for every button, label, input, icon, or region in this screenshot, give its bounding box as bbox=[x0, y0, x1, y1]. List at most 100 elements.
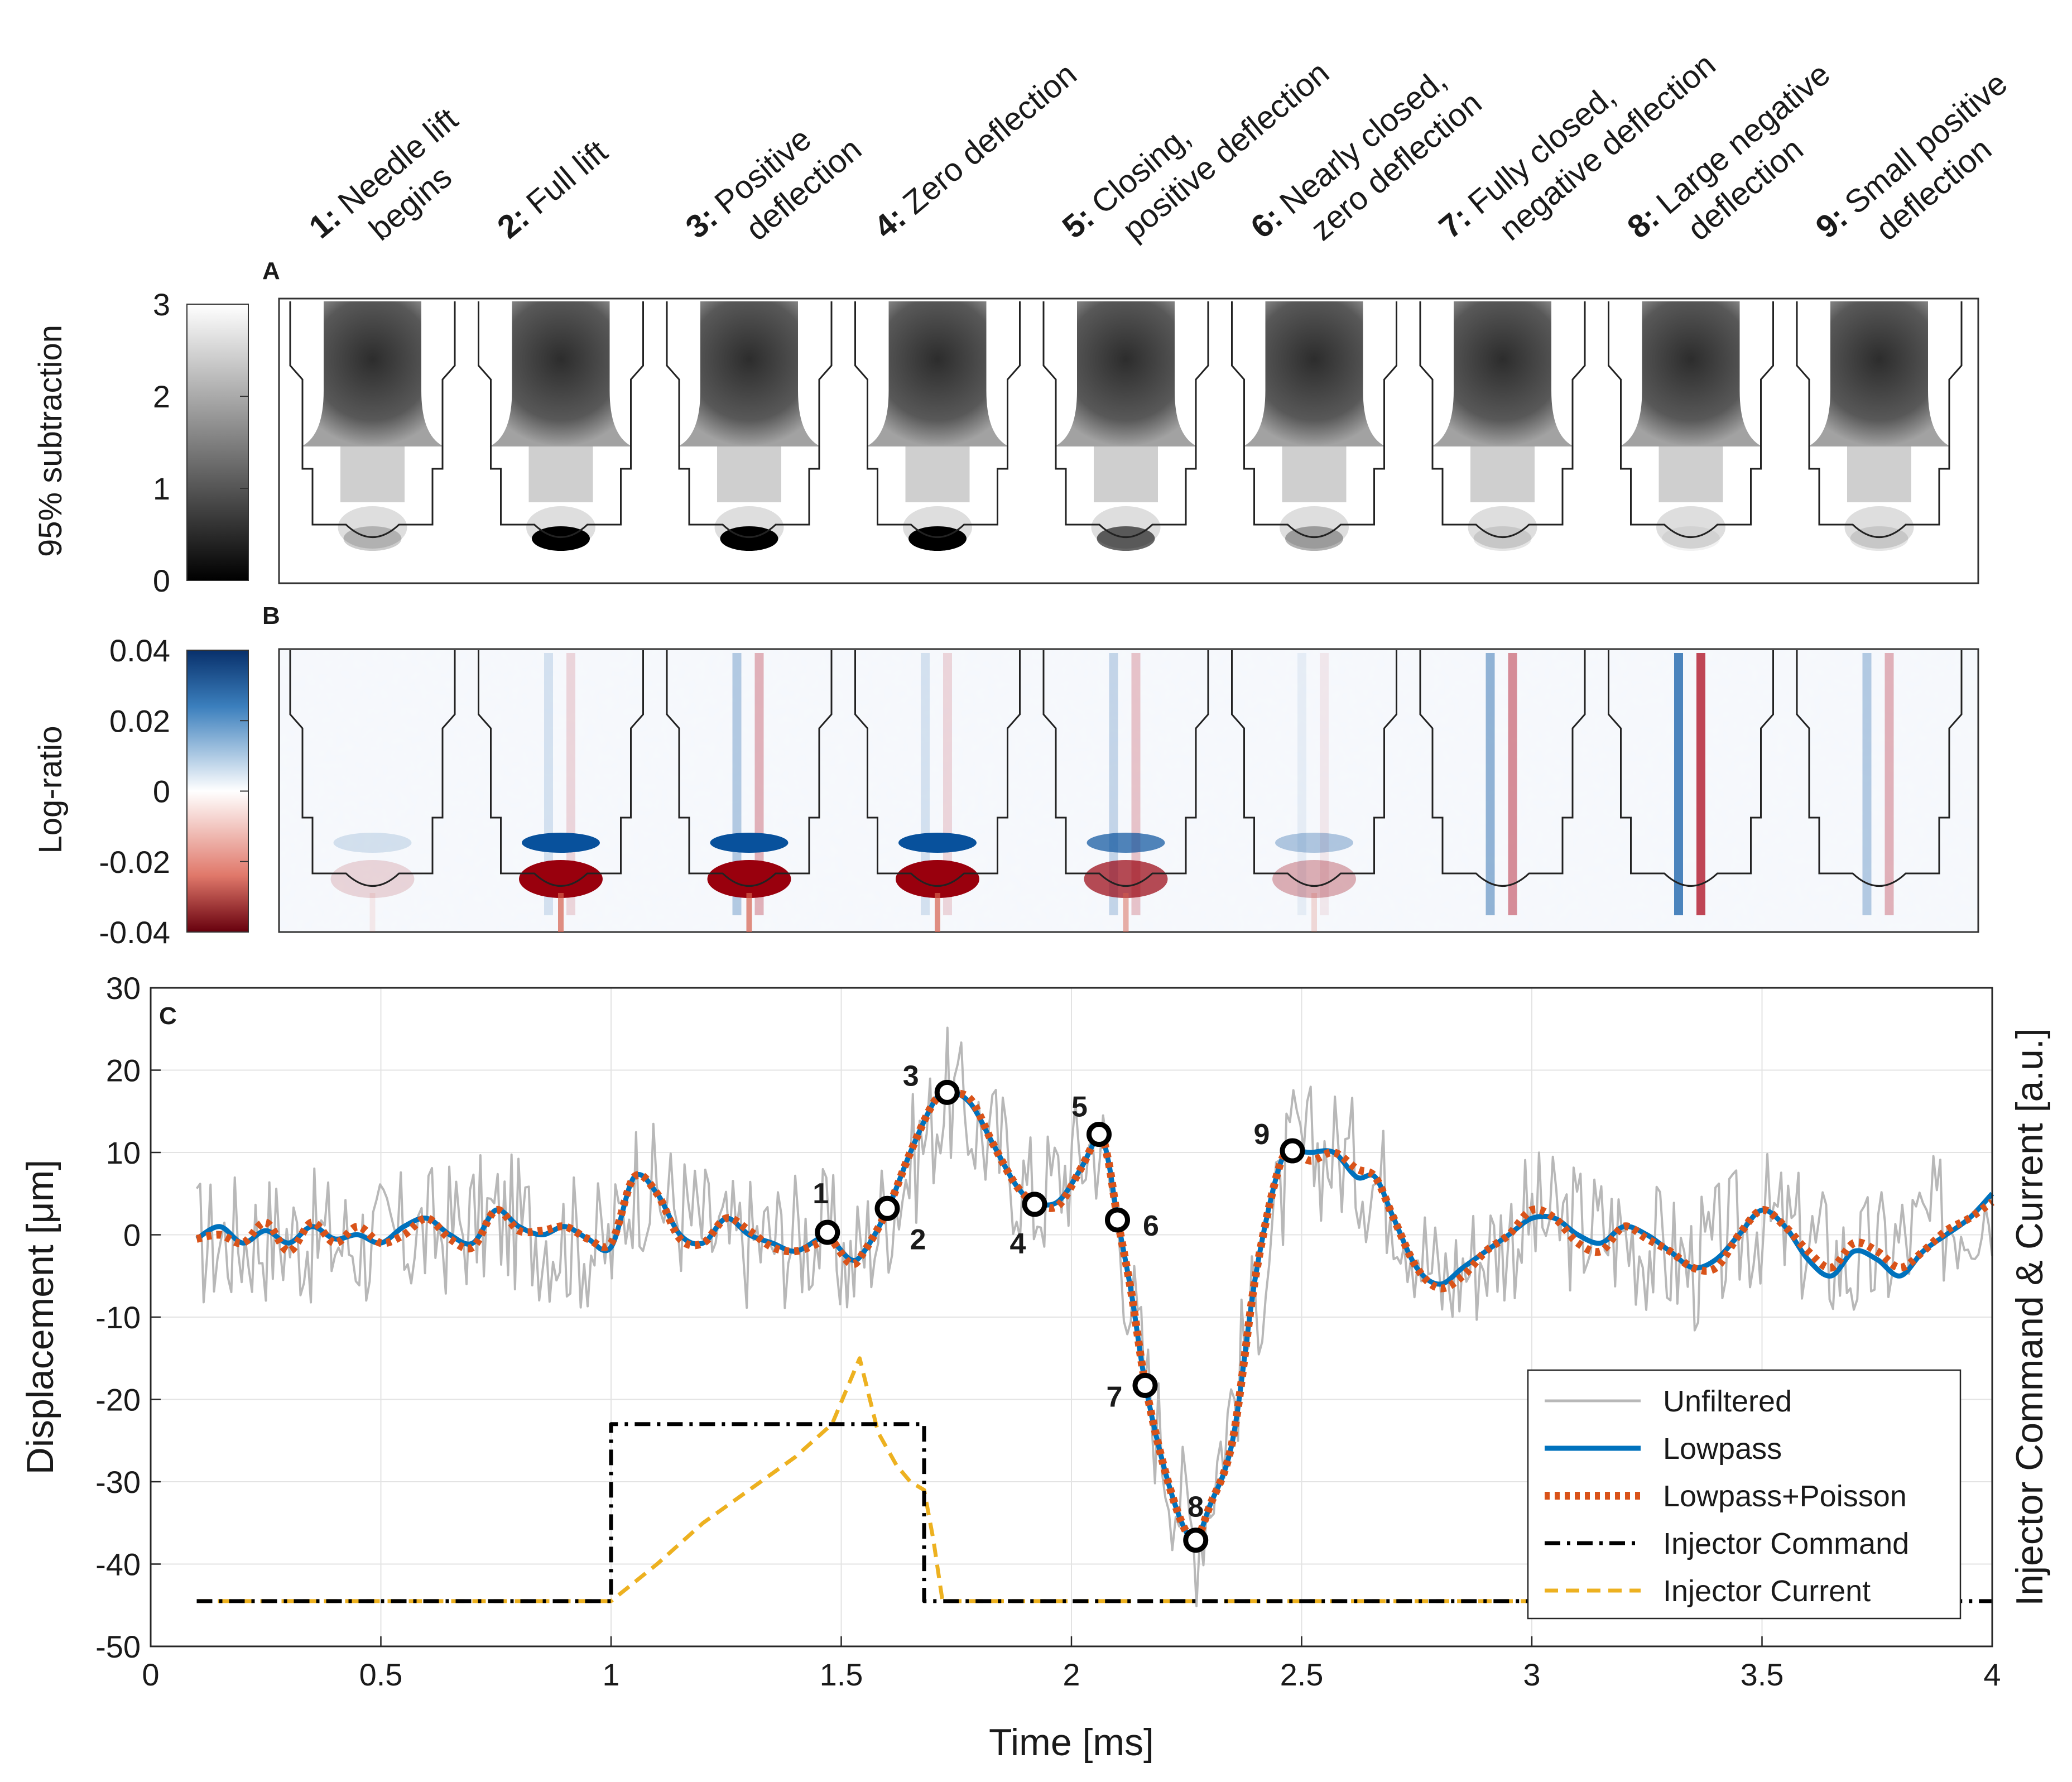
panel-a: A 95% subtraction 3 2 1 0 bbox=[32, 257, 1979, 598]
nozzle-outline bbox=[1231, 301, 1397, 538]
x-tick-label: 1 bbox=[602, 1657, 619, 1692]
needle-region bbox=[905, 446, 970, 502]
panel-b-colorbar bbox=[186, 650, 249, 933]
needle-region bbox=[340, 446, 405, 502]
red-band bbox=[330, 860, 415, 898]
sac-highlight bbox=[1844, 506, 1914, 549]
blue-streak bbox=[1674, 653, 1683, 915]
marker-label-4: 4 bbox=[1010, 1228, 1026, 1260]
needle-region bbox=[717, 446, 781, 502]
panel-a-frame-6 bbox=[1231, 301, 1397, 551]
y-tick-label: 30 bbox=[106, 971, 141, 1006]
needle-region bbox=[1470, 446, 1535, 502]
panel-b-frame-4 bbox=[854, 650, 1021, 932]
sac-highlight bbox=[1656, 506, 1725, 549]
nozzle-outline bbox=[854, 650, 1021, 887]
panel-b-frame-2 bbox=[478, 650, 644, 932]
red-band bbox=[519, 860, 603, 898]
red-streak bbox=[1508, 653, 1517, 915]
y-tick-label: 0 bbox=[123, 1218, 141, 1253]
spray-plume bbox=[489, 301, 632, 446]
marker-label-2: 2 bbox=[910, 1223, 926, 1256]
panel-b-frame-9 bbox=[1796, 650, 1963, 915]
sac-dark bbox=[1473, 526, 1532, 551]
nozzle-outline bbox=[666, 301, 833, 538]
nozzle-outline bbox=[1419, 301, 1586, 538]
panel-c-chart: 1 2 3 4 5 6 7 8 9 0 0.5 1 1.5 2 2.5 3 3.5 4 30 20 10 0 -10 -20… bbox=[19, 971, 2051, 1764]
sac-highlight bbox=[1468, 506, 1537, 549]
legend-label-4: Injector Command bbox=[1663, 1527, 1909, 1560]
sac-highlight bbox=[1280, 506, 1349, 549]
blue-band bbox=[522, 833, 600, 853]
panel-b-frame-3 bbox=[666, 650, 833, 932]
marker-point-1 bbox=[815, 1219, 840, 1245]
panel-a-colorbar-title: 95% subtraction bbox=[32, 325, 69, 557]
frame-header-text: Full lift bbox=[513, 133, 614, 227]
y-tick-label: -30 bbox=[95, 1464, 141, 1500]
red-band bbox=[1272, 860, 1356, 898]
blue-streak bbox=[1486, 653, 1495, 915]
nozzle-outline bbox=[1231, 650, 1397, 887]
legend-box bbox=[1527, 1369, 1962, 1620]
red-band bbox=[1084, 860, 1168, 898]
legend-label-5: Injector Current bbox=[1663, 1574, 1871, 1608]
needle-region bbox=[1094, 446, 1158, 502]
sac-dark bbox=[1662, 526, 1720, 551]
nozzle-outline bbox=[1042, 301, 1209, 538]
marker-label-8: 8 bbox=[1188, 1491, 1204, 1524]
y-tick-label: -10 bbox=[95, 1300, 141, 1335]
x-tick-label: 2.5 bbox=[1280, 1657, 1324, 1692]
needle-region bbox=[1658, 446, 1723, 502]
orifice-streak bbox=[746, 893, 752, 932]
blue-streak bbox=[1297, 653, 1306, 915]
panel-a-frame-5 bbox=[1042, 301, 1209, 551]
sac-dark bbox=[720, 526, 778, 551]
marker-label-9: 9 bbox=[1254, 1118, 1270, 1151]
marker-point-7 bbox=[1132, 1372, 1158, 1398]
orifice-streak bbox=[558, 893, 564, 932]
spray-plume bbox=[1243, 301, 1386, 446]
marker-point-3 bbox=[934, 1079, 960, 1105]
nozzle-outline bbox=[1796, 650, 1963, 887]
marker-label-5: 5 bbox=[1071, 1091, 1088, 1123]
panel-c-label: C bbox=[159, 1002, 177, 1030]
panel-b-frame-8 bbox=[1608, 650, 1774, 915]
marker-point-2 bbox=[874, 1195, 900, 1221]
x-tick-label: 4 bbox=[1983, 1657, 2001, 1692]
nozzle-outline bbox=[1796, 301, 1963, 538]
legend-label-1: Unfiltered bbox=[1663, 1385, 1792, 1418]
nozzle-outline bbox=[1608, 650, 1774, 887]
blue-band bbox=[333, 833, 412, 853]
red-streak bbox=[1696, 653, 1705, 915]
spray-plume bbox=[301, 301, 444, 446]
panel-a-frame-4 bbox=[854, 301, 1021, 551]
cbB-tick-label: 0 bbox=[153, 774, 170, 809]
x-tick-label: 0.5 bbox=[359, 1657, 403, 1692]
sac-dark bbox=[908, 526, 967, 551]
nozzle-outline bbox=[478, 301, 644, 538]
panel-a-colorbar-ticks: 3 2 1 0 bbox=[153, 287, 248, 598]
red-band bbox=[707, 860, 791, 898]
frame-header-line1: 2: Full lift bbox=[491, 133, 614, 246]
x-tick-label: 0 bbox=[142, 1657, 159, 1692]
cbB-tick-label: 0.04 bbox=[109, 633, 170, 668]
orifice-streak bbox=[1123, 893, 1129, 932]
spray-plume bbox=[1055, 301, 1197, 446]
sac-dark bbox=[532, 526, 590, 551]
x-axis-label: Time [ms] bbox=[989, 1721, 1154, 1764]
blue-streak bbox=[1862, 653, 1872, 915]
frame-header-line1: 4: Zero deflection bbox=[867, 56, 1084, 246]
y-tick-label: 20 bbox=[106, 1053, 141, 1088]
blue-band bbox=[1087, 833, 1165, 853]
frame-header-2: 2: Full lift bbox=[491, 133, 614, 246]
orifice-streak bbox=[935, 893, 940, 932]
marker-label-3: 3 bbox=[903, 1060, 919, 1092]
cbA-tick-label: 3 bbox=[153, 287, 170, 322]
nozzle-outline bbox=[289, 301, 456, 538]
x-tick-label: 2 bbox=[1063, 1657, 1080, 1692]
needle-region bbox=[1282, 446, 1347, 502]
y-tick-label: -20 bbox=[95, 1382, 141, 1418]
orifice-streak bbox=[369, 893, 376, 932]
